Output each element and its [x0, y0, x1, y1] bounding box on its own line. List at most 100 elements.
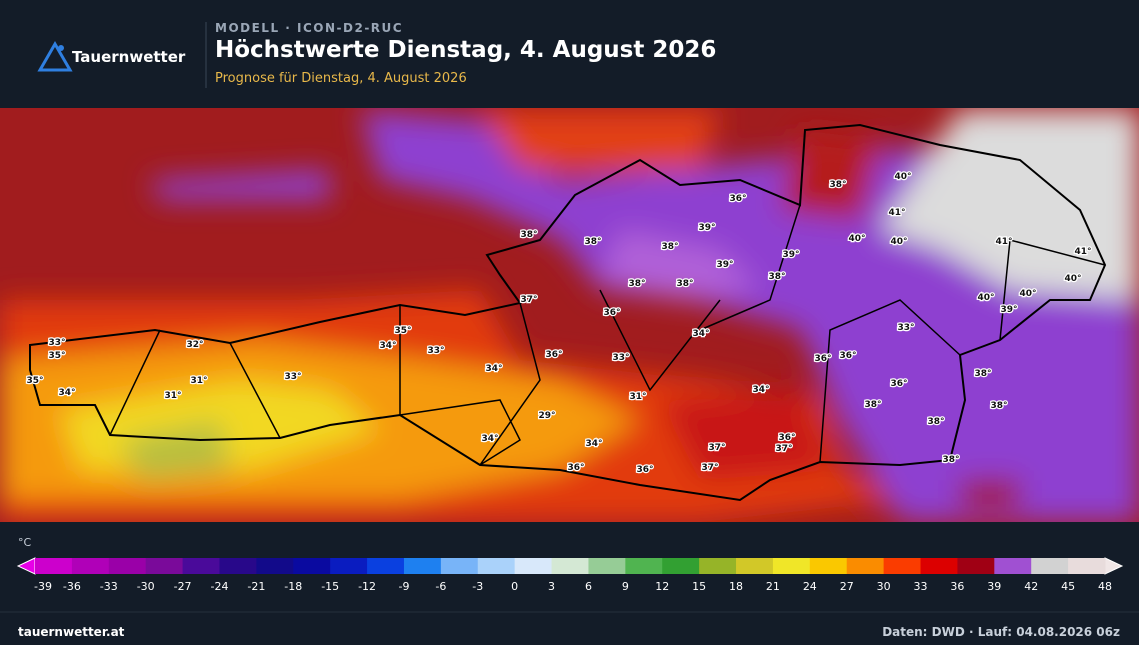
colorbar-segment	[957, 558, 995, 574]
temp-label: 34°	[692, 329, 709, 339]
colorbar-segment	[293, 558, 331, 574]
colorbar-tick-label: 27	[840, 580, 854, 593]
colorbar-tick-label: -12	[358, 580, 376, 593]
colorbar-tick-label: 30	[877, 580, 891, 593]
temp-label: 38°	[661, 242, 678, 252]
colorbar-tick-label: 45	[1061, 580, 1075, 593]
temperature-labels: 38° 40° 36° 41° 39° 38° 38° 38° 40° 40° 41° 41° 39° 3…	[25, 171, 1093, 477]
country-border	[29, 123, 1107, 502]
temp-label: 38°	[864, 400, 881, 410]
temp-label: 38°	[974, 369, 991, 379]
colorbar-segment	[772, 558, 811, 574]
temp-label: 36°	[636, 465, 653, 475]
colorbar-tick-label: -24	[210, 580, 228, 593]
colorbar-tick-label: -6	[435, 580, 446, 593]
colorbar-segment	[994, 558, 1032, 574]
colorbar-segment	[219, 558, 257, 574]
temp-label: 38°	[676, 279, 693, 289]
temp-label: 33°	[284, 372, 301, 382]
temp-label: 33°	[612, 353, 629, 363]
temp-label: 33°	[48, 338, 65, 348]
temp-label: 31°	[629, 392, 646, 402]
colorbar-tick-label: 36	[950, 580, 964, 593]
colorbar-tick-label: 0	[511, 580, 518, 593]
colorbar-segment	[1068, 558, 1106, 574]
temp-label: 38°	[584, 237, 601, 247]
colorbar-segment	[920, 558, 958, 574]
temp-label: 39°	[1000, 305, 1017, 315]
logo-dot	[58, 45, 64, 51]
colorbar-tick-label: -9	[398, 580, 409, 593]
model: MODELL · ICON-D2-RUC	[215, 21, 403, 35]
temp-label: 40°	[1019, 289, 1036, 299]
colorbar-segment	[145, 558, 184, 574]
header-bg	[0, 0, 1139, 106]
temp-label: 34°	[585, 439, 602, 449]
colorbar-segment	[403, 558, 442, 574]
temp-label: 34°	[58, 388, 75, 398]
colorbar-tick-label: -27	[174, 580, 192, 593]
colorbar-arrow	[1104, 557, 1124, 575]
colorbar-segment	[330, 558, 368, 574]
colorbar-arrow	[16, 557, 36, 575]
temp-label: 38°	[628, 279, 645, 289]
temp-label: 36°	[545, 350, 562, 360]
colorbar-tick-label: -30	[137, 580, 155, 593]
colorbar-segment	[736, 558, 774, 574]
colorbar-segment	[551, 558, 589, 574]
temp-label: 34°	[481, 434, 498, 444]
temp-label: 34°	[752, 385, 769, 395]
colorbar-tick-label: -36	[63, 580, 81, 593]
temp-label: 37°	[701, 463, 718, 473]
colorbar-tick-label: 9	[622, 580, 629, 593]
temp-label: 39°	[782, 250, 799, 260]
colorbar-tick-label: -18	[284, 580, 302, 593]
footer-run: Daten: DWD · Lauf: 04.08.2026 06z	[882, 625, 1120, 639]
temp-label: 41°	[995, 237, 1012, 247]
colorbar-segment	[1031, 558, 1069, 574]
brand: Tauernwetter	[72, 48, 186, 66]
temp-label: 38°	[942, 455, 959, 465]
colorbar-segment	[588, 558, 626, 574]
colorbar-tick-label: 12	[655, 580, 669, 593]
colorbar-tick-label: -33	[100, 580, 118, 593]
legend-unit: °C	[18, 536, 32, 549]
temp-label: 40°	[1064, 274, 1081, 284]
colorbar-tick-label: 39	[987, 580, 1001, 593]
temp-label: 36°	[567, 463, 584, 473]
colorbar-segment	[35, 558, 73, 574]
temp-label: 38°	[927, 417, 944, 427]
colorbar-tick-label: 33	[914, 580, 928, 593]
logo	[37, 40, 73, 72]
colorbar-tick-label: -3	[472, 580, 483, 593]
temp-label: 39°	[716, 260, 733, 270]
temp-label: 40°	[848, 234, 865, 244]
temp-label: 37°	[708, 443, 725, 453]
temp-label: 35°	[48, 351, 65, 361]
temp-label: 36°	[814, 354, 831, 364]
colorbar-segment	[883, 558, 922, 574]
colorbar-tick-label: 6	[585, 580, 592, 593]
temp-label: 34°	[485, 364, 502, 374]
temp-label: 37°	[775, 444, 792, 454]
temperature-field	[0, 110, 1139, 522]
state-border	[109, 204, 1106, 466]
title: Höchstwerte Dienstag, 4. August 2026	[215, 37, 716, 63]
colorbar-tick-label: 24	[803, 580, 817, 593]
temp-label: 40°	[890, 237, 907, 247]
colorbar-tick-label: -15	[321, 580, 339, 593]
colorbar-segment	[625, 558, 663, 574]
temp-label: 33°	[897, 323, 914, 333]
colorbar-tick-label: 3	[548, 580, 555, 593]
temp-label: 38°	[990, 401, 1007, 411]
footer-site: tauernwetter.at	[18, 625, 125, 639]
temp-label: 31°	[190, 376, 207, 386]
temp-label: 36°	[890, 379, 907, 389]
colorbar-segment	[367, 558, 405, 574]
colorbar-segment	[71, 558, 110, 574]
colorbar: -39 -36 -33 -30 -27 -24 -21 -18 -15 -12 -9 -6 -3 0 3 6 9…	[16, 557, 1124, 593]
temp-label: 36°	[778, 433, 795, 443]
colorbar-tick-label: 48	[1098, 580, 1112, 593]
colorbar-segment	[662, 558, 700, 574]
